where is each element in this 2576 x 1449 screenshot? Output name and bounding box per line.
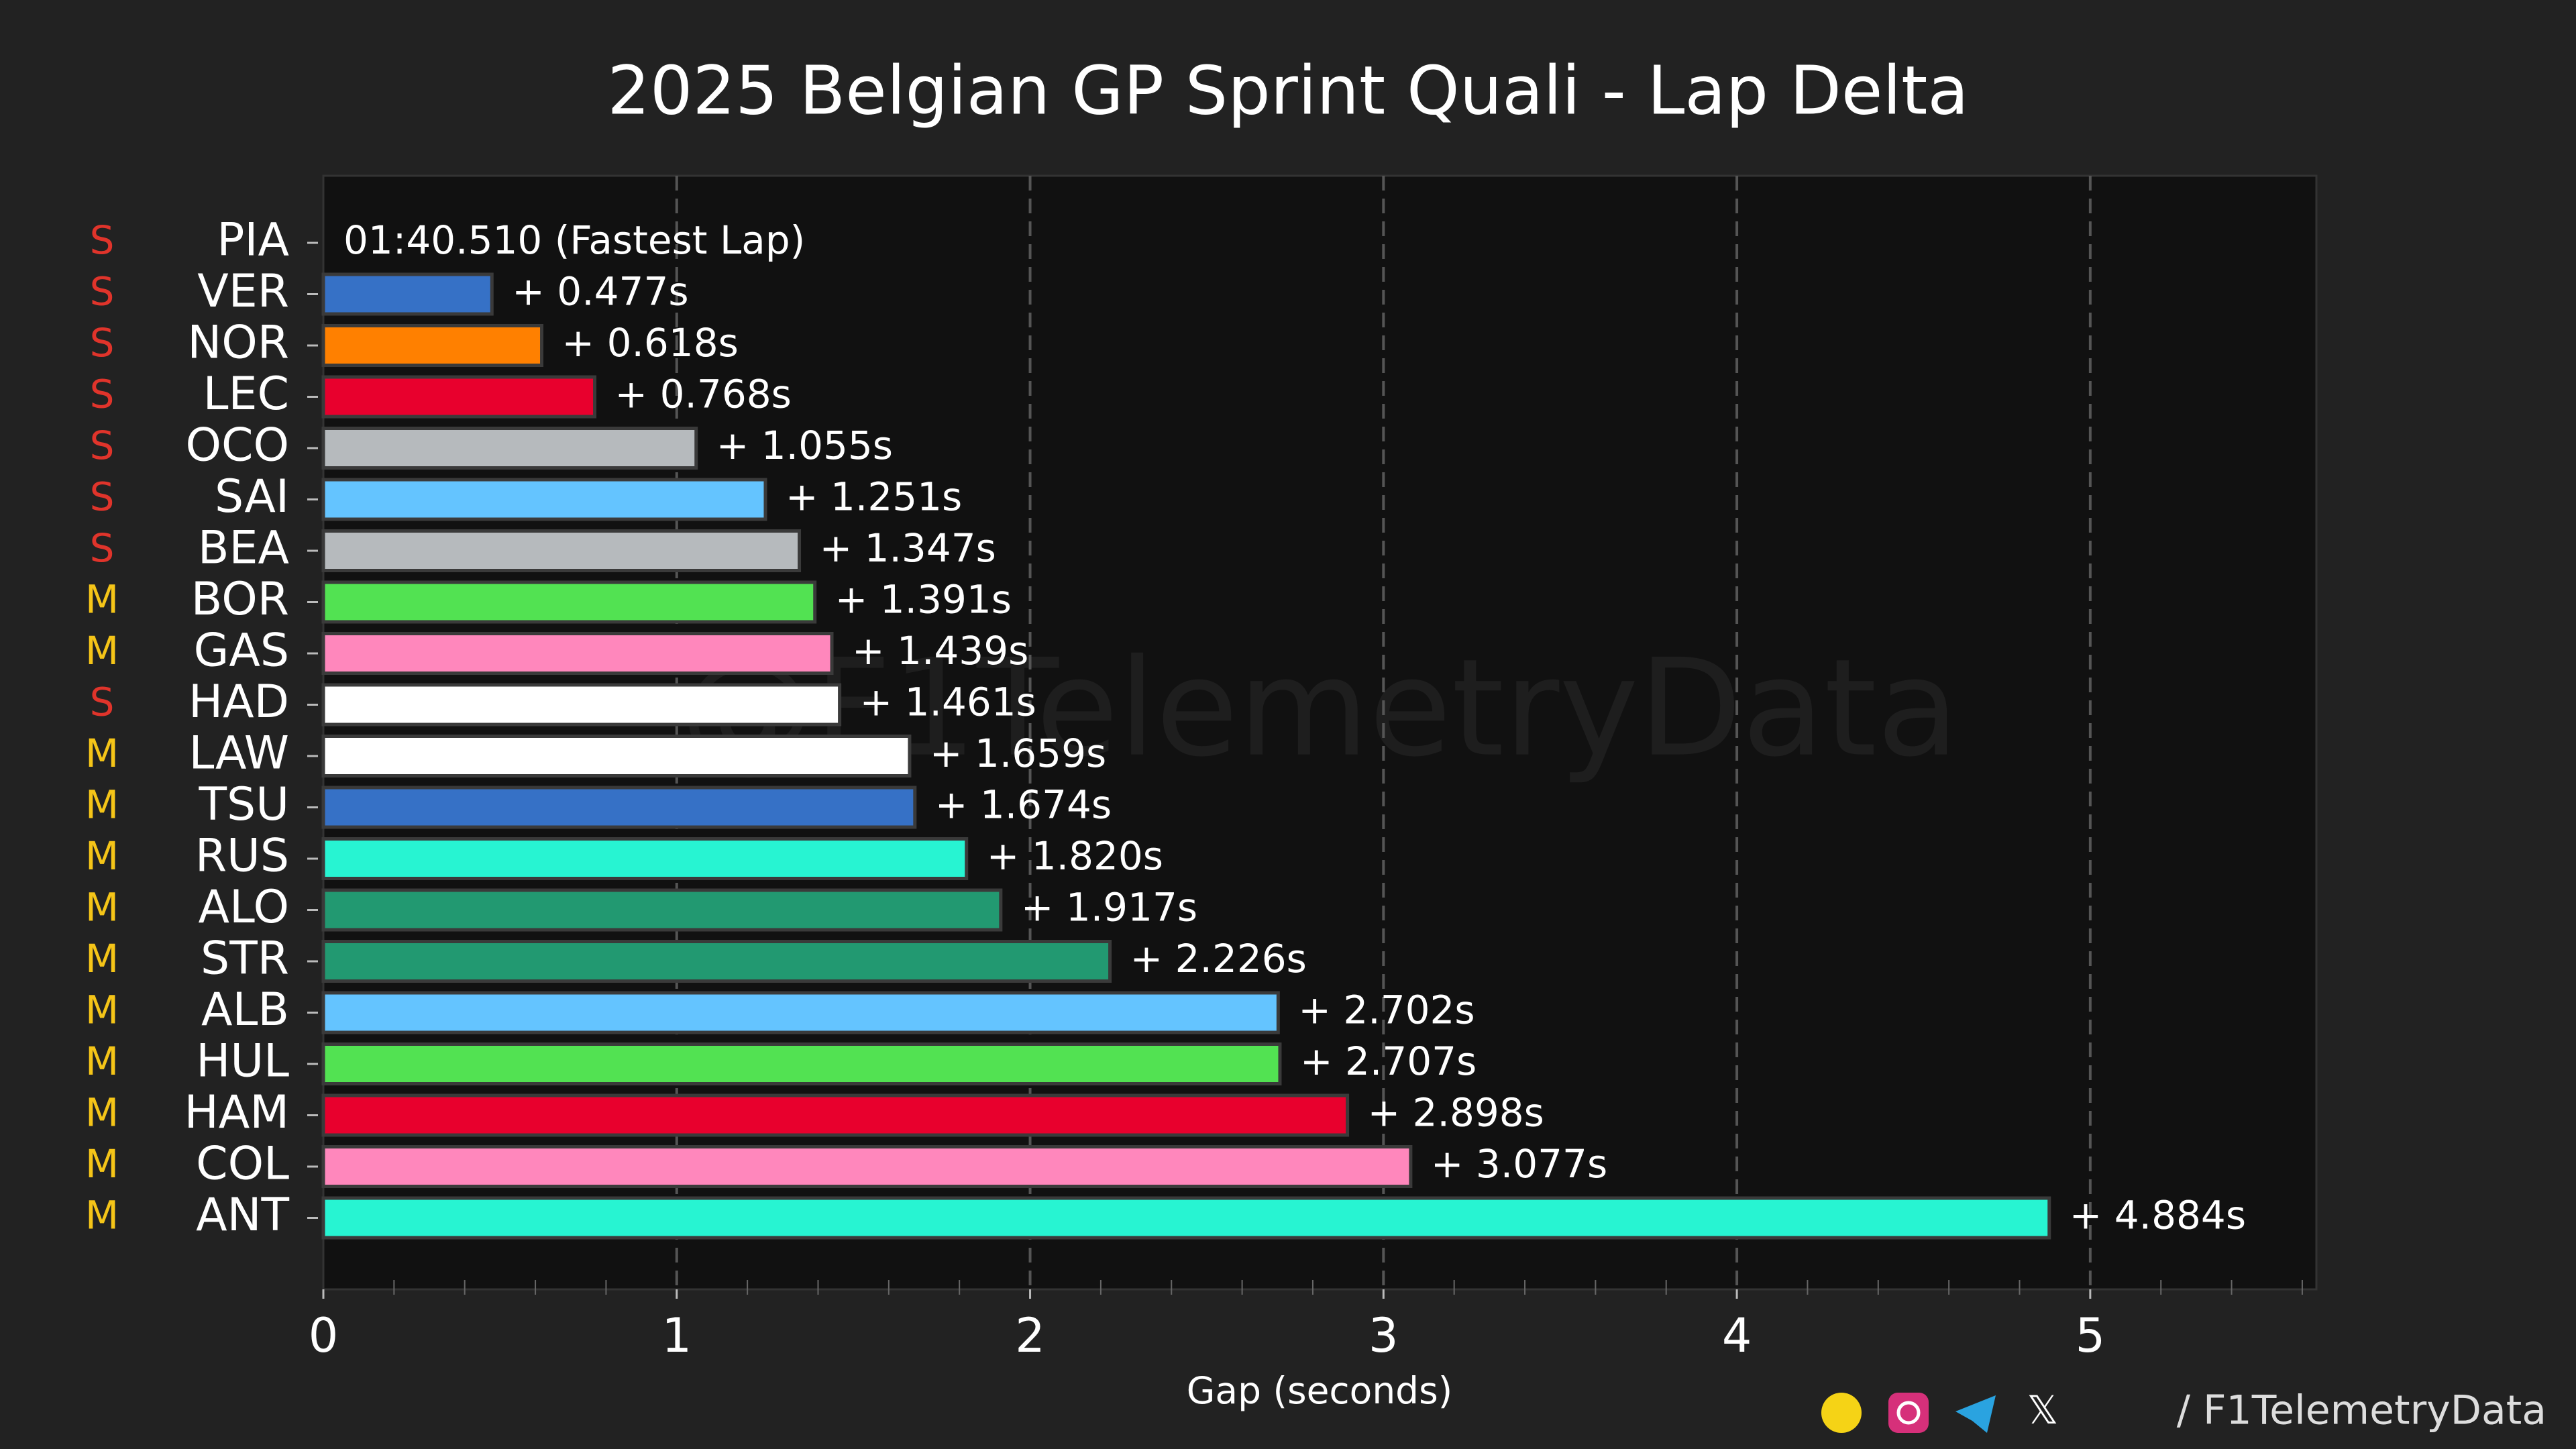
bar [321, 427, 698, 470]
value-label: + 2.702s [1298, 987, 1474, 1033]
value-label: + 1.347s [820, 525, 996, 571]
tyre-compound: S [90, 423, 115, 468]
y-tick-label: COL [196, 1138, 289, 1191]
tyre-compound: M [85, 833, 119, 879]
tyre-compound: M [85, 1090, 119, 1136]
bar [321, 580, 817, 624]
footer: / F1TelemetryData [2177, 1387, 2546, 1434]
bar [321, 632, 834, 675]
y-tick-label: PIA [217, 214, 289, 267]
bar [321, 991, 1280, 1034]
value-label: + 0.618s [562, 320, 739, 366]
tyre-compound: M [85, 885, 119, 930]
tyre-compound: M [85, 987, 119, 1033]
y-tick-label: BOR [191, 573, 289, 626]
value-label: + 0.477s [512, 269, 688, 315]
chart-title: 2025 Belgian GP Sprint Quali - Lap Delta [607, 51, 1968, 129]
value-label: + 4.884s [2070, 1193, 2246, 1238]
value-label: + 1.659s [930, 731, 1106, 776]
y-tick-label: HUL [196, 1035, 289, 1088]
x-axis-label: Gap (seconds) [1187, 1369, 1452, 1412]
value-label: + 2.226s [1130, 936, 1307, 981]
y-tick-label: BEA [198, 522, 289, 575]
y-tick-label: LEC [203, 368, 289, 421]
value-label: + 1.461s [860, 680, 1036, 725]
tyre-compound: M [85, 1038, 119, 1084]
bar [321, 529, 802, 572]
bar [321, 375, 597, 419]
tyre-compound: S [90, 372, 115, 417]
fastest-lap-label: 01:40.510 (Fastest Lap) [343, 217, 805, 263]
bar [321, 1145, 1413, 1188]
x-tick-label: 1 [661, 1308, 692, 1363]
tyre-compound: S [90, 217, 115, 263]
bar [321, 324, 544, 367]
tyre-compound: M [85, 628, 119, 674]
x-tick-label: 0 [309, 1308, 339, 1363]
y-tick-label: ALO [198, 881, 289, 934]
tyre-compound: S [90, 525, 115, 571]
x-tick-label: 4 [1722, 1308, 1752, 1363]
bar [321, 940, 1112, 983]
y-tick-label: TSU [199, 778, 289, 831]
value-label: + 0.768s [615, 372, 792, 417]
y-tick-label: ALB [201, 983, 289, 1036]
tyre-compound: M [85, 936, 119, 981]
tyre-compound: M [85, 577, 119, 623]
social-icons: 𝕏 [1821, 1387, 2058, 1433]
bar [321, 1196, 2051, 1240]
x-tick-label: 3 [1368, 1308, 1399, 1363]
value-label: + 1.674s [935, 782, 1112, 828]
y-tick-label: RUS [195, 830, 289, 883]
value-label: + 1.251s [786, 474, 962, 520]
value-label: + 3.077s [1431, 1141, 1607, 1187]
y-tick-label: LAW [189, 727, 289, 780]
value-label: + 2.898s [1368, 1090, 1544, 1136]
y-tick-label: OCO [185, 419, 289, 472]
bar [321, 735, 912, 777]
bar [321, 837, 969, 880]
tyre-compound: M [85, 782, 119, 828]
bar [321, 888, 1003, 932]
tyre-compound: M [85, 1193, 119, 1238]
bar [321, 786, 917, 829]
value-label: + 1.439s [852, 628, 1028, 674]
y-tick-label: NOR [187, 317, 289, 370]
tyre-compound: M [85, 1141, 119, 1187]
bar [321, 478, 767, 521]
x-icon: 𝕏 [2027, 1387, 2059, 1433]
tyre-compound: S [90, 474, 115, 520]
bar [321, 683, 842, 727]
y-tick-label: STR [201, 932, 289, 985]
x-tick-label: 5 [2076, 1308, 2106, 1363]
y-tick-label: HAD [189, 676, 289, 729]
x-tick-label: 2 [1015, 1308, 1045, 1363]
tyre-compound: S [90, 680, 115, 725]
y-tick-label: ANT [196, 1189, 289, 1242]
value-label: + 1.391s [835, 577, 1012, 623]
bar [321, 272, 494, 316]
bar [321, 1042, 1282, 1085]
y-tick-label: HAM [184, 1086, 289, 1139]
value-label: + 1.820s [987, 833, 1163, 879]
y-tick-label: VER [197, 265, 289, 318]
tyre-compound: S [90, 269, 115, 315]
value-label: + 1.055s [716, 423, 893, 468]
tyre-compound: S [90, 320, 115, 366]
tyre-compound: M [85, 731, 119, 776]
value-label: + 1.917s [1021, 885, 1197, 930]
y-tick-label: SAI [215, 470, 289, 523]
bar [321, 1093, 1350, 1137]
y-tick-label: GAS [194, 625, 289, 678]
value-label: + 2.707s [1300, 1038, 1477, 1084]
